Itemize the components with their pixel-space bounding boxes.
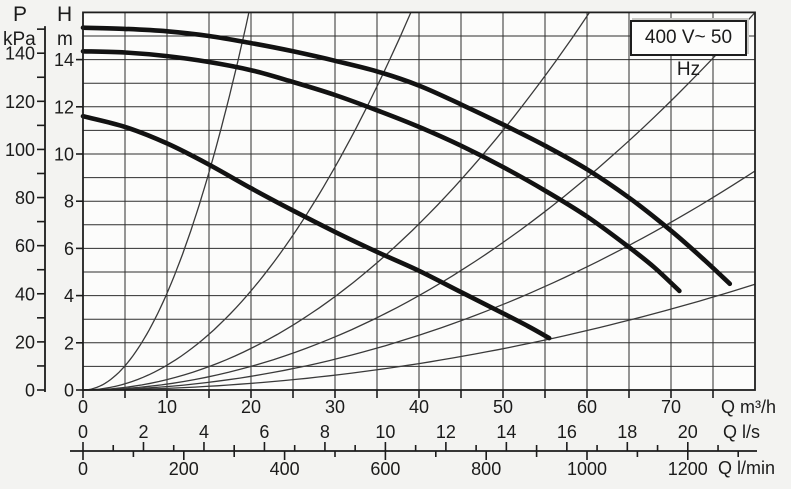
head-axis-tick-label: 10 bbox=[54, 145, 74, 165]
voltage-frequency-badge: 400 V~ 50 Hz bbox=[630, 20, 747, 80]
pump-curves bbox=[80, 25, 733, 341]
flow-ls-tick-label: 14 bbox=[496, 422, 516, 442]
head-axis-tick-label: 14 bbox=[54, 50, 74, 70]
flow-axis-unit-ls: Q l/s bbox=[723, 422, 761, 442]
flow-ls-tick-label: 4 bbox=[199, 422, 209, 442]
head-axis-tick-label: 6 bbox=[64, 239, 74, 259]
flow-lmin-tick-label: 0 bbox=[78, 459, 88, 479]
flow-m3h-tick-label: 0 bbox=[78, 397, 88, 417]
head-axis-tick-label: 4 bbox=[64, 286, 74, 306]
flow-m3h-tick-label: 10 bbox=[157, 397, 177, 417]
flow-lmin-tick-label: 800 bbox=[471, 459, 501, 479]
flow-ls-tick-label: 8 bbox=[320, 422, 330, 442]
flow-ls-tick-label: 10 bbox=[375, 422, 395, 442]
pressure-axis-tick-label: 40 bbox=[15, 284, 35, 304]
pressure-axis-tick-label: 120 bbox=[5, 92, 35, 112]
pump-curve bbox=[80, 25, 733, 287]
flow-m3h-tick-label: 70 bbox=[661, 397, 681, 417]
flow-m3h-tick-label: 40 bbox=[409, 397, 429, 417]
flow-axis-ls-lmin: 0 2 4 6 8 10 12 14 16 18 200 200 400 600 800 1000 1200 bbox=[70, 422, 757, 479]
pressure-axis-tick-label: 80 bbox=[15, 188, 35, 208]
head-axis-tick-label: 2 bbox=[64, 333, 74, 353]
flow-lmin-tick-label: 600 bbox=[370, 459, 400, 479]
head-axis-tick-label: 8 bbox=[64, 192, 74, 212]
pump-curve bbox=[80, 49, 682, 294]
head-axis-tick-label: 0 bbox=[64, 381, 74, 401]
pump-curve bbox=[80, 113, 552, 341]
pressure-axis-tick-label: 100 bbox=[5, 140, 35, 160]
pressure-axis-tick-label: 0 bbox=[25, 381, 35, 401]
pressure-axis: 0 20 40 60 80 100 120 140 bbox=[5, 26, 46, 401]
head-axis-name: H bbox=[57, 3, 73, 26]
head-axis-unit: m bbox=[57, 29, 73, 50]
flow-ls-tick-label: 18 bbox=[617, 422, 637, 442]
head-axis: 0 2 4 6 8 10 12 14 bbox=[54, 50, 83, 401]
flow-ls-tick-label: 16 bbox=[557, 422, 577, 442]
system-curve bbox=[82, 12, 412, 391]
system-curves bbox=[82, 11, 756, 391]
head-axis-tick-label: 12 bbox=[54, 97, 74, 117]
flow-lmin-tick-label: 1200 bbox=[668, 459, 708, 479]
flow-m3h-tick-label: 30 bbox=[325, 397, 345, 417]
system-curve bbox=[83, 283, 756, 391]
pressure-axis-tick-label: 140 bbox=[5, 44, 35, 64]
flow-ls-tick-label: 2 bbox=[138, 422, 148, 442]
flow-m3h-tick-label: 50 bbox=[493, 397, 513, 417]
pressure-axis-unit: kPa bbox=[3, 29, 36, 50]
flow-m3h-tick-label: 60 bbox=[577, 397, 597, 417]
flow-ls-tick-label: 12 bbox=[436, 422, 456, 442]
flow-ls-tick-label: 6 bbox=[259, 422, 269, 442]
system-curve bbox=[82, 170, 756, 391]
flow-lmin-tick-label: 400 bbox=[270, 459, 300, 479]
flow-ls-tick-label: 0 bbox=[78, 422, 88, 442]
flow-lmin-tick-label: 200 bbox=[169, 459, 199, 479]
flow-ls-tick-label: 20 bbox=[678, 422, 698, 442]
flow-axis-m3h: 0 10 20 30 40 50 60 70 bbox=[78, 390, 714, 417]
flow-m3h-tick-label: 20 bbox=[241, 397, 261, 417]
system-curve bbox=[82, 11, 756, 391]
system-curve bbox=[82, 12, 250, 391]
flow-axis-unit-m3h: Q m³/h bbox=[721, 397, 777, 417]
flow-lmin-tick-label: 1000 bbox=[567, 459, 607, 479]
pressure-axis-tick-label: 20 bbox=[15, 332, 35, 352]
pressure-axis-tick-label: 60 bbox=[15, 236, 35, 256]
pressure-axis-name: P bbox=[13, 3, 28, 26]
flow-axis-unit-lmin: Q l/min bbox=[718, 458, 776, 478]
